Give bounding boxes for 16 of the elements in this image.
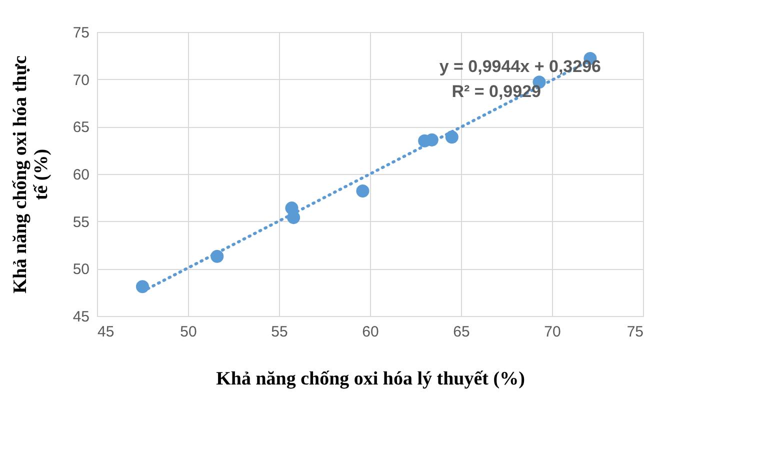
x-tick-label: 75 bbox=[626, 324, 644, 340]
x-tick-label: 50 bbox=[180, 324, 197, 340]
y-tick-label: 60 bbox=[72, 166, 90, 184]
y-tick-label: 55 bbox=[72, 214, 90, 231]
y-tick-label: 75 bbox=[72, 24, 90, 42]
x-tick-label: 65 bbox=[453, 324, 470, 340]
y-tick-label: 70 bbox=[72, 72, 90, 89]
x-tick-label: 70 bbox=[544, 324, 561, 340]
y-tick-label: 65 bbox=[72, 119, 90, 136]
y-tick-label: 45 bbox=[72, 308, 90, 326]
x-axis-title: Khả năng chống oxi hóa lý thuyết (%) bbox=[216, 368, 525, 390]
x-tick-label: 55 bbox=[271, 324, 288, 340]
x-tick-label: 60 bbox=[362, 324, 379, 340]
y-tick-label: 50 bbox=[72, 261, 90, 278]
x-tick-label: 45 bbox=[98, 324, 114, 340]
y-axis-title: Khả năng chống oxi hóa thực tế (%) bbox=[10, 56, 52, 294]
